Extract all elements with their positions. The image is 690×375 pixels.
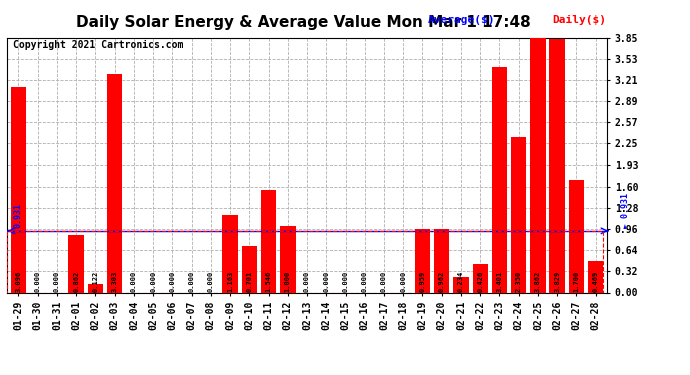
Text: 0.701: 0.701 <box>246 271 253 292</box>
Bar <box>492 67 507 292</box>
Text: 1.000: 1.000 <box>285 271 290 292</box>
Text: 3.862: 3.862 <box>535 271 541 292</box>
Bar <box>68 236 84 292</box>
Text: 1.700: 1.700 <box>573 271 580 292</box>
Bar <box>549 39 565 292</box>
Bar <box>473 264 488 292</box>
Text: 0.000: 0.000 <box>381 271 387 292</box>
Text: 0.000: 0.000 <box>169 271 175 292</box>
Text: 0.469: 0.469 <box>593 271 599 292</box>
Text: 3.303: 3.303 <box>112 271 118 292</box>
Bar <box>11 87 26 292</box>
Bar <box>453 277 469 292</box>
Bar <box>222 216 238 292</box>
Bar <box>280 226 295 292</box>
Text: 0.000: 0.000 <box>324 271 329 292</box>
Text: 3.829: 3.829 <box>554 271 560 292</box>
Text: 0.962: 0.962 <box>439 271 445 292</box>
Text: 0.000: 0.000 <box>131 271 137 292</box>
Text: ► 0.931: ► 0.931 <box>621 193 630 228</box>
Text: 0.959: 0.959 <box>420 271 426 292</box>
Text: 0.426: 0.426 <box>477 271 483 292</box>
Text: 0.000: 0.000 <box>400 271 406 292</box>
Text: 0.000: 0.000 <box>208 271 214 292</box>
Text: 2.350: 2.350 <box>515 271 522 292</box>
Bar <box>7 231 603 292</box>
Text: 0.000: 0.000 <box>304 271 310 292</box>
Text: 0.862: 0.862 <box>73 271 79 292</box>
Bar <box>511 137 526 292</box>
Text: 0.000: 0.000 <box>54 271 60 292</box>
Text: 1.163: 1.163 <box>227 271 233 292</box>
Text: 0.000: 0.000 <box>342 271 348 292</box>
Text: 3.401: 3.401 <box>496 271 502 292</box>
Text: 0.000: 0.000 <box>34 271 41 292</box>
Text: 0.931: 0.931 <box>14 203 23 228</box>
Text: 0.000: 0.000 <box>150 271 156 292</box>
Text: Daily($): Daily($) <box>552 15 606 25</box>
Text: Copyright 2021 Cartronics.com: Copyright 2021 Cartronics.com <box>13 40 184 50</box>
Text: 0.234: 0.234 <box>458 271 464 292</box>
Text: Average($): Average($) <box>428 15 495 25</box>
Bar <box>88 284 103 292</box>
Bar <box>107 74 122 292</box>
Text: Daily Solar Energy & Average Value Mon Mar 1 17:48: Daily Solar Energy & Average Value Mon M… <box>76 15 531 30</box>
Text: 0.000: 0.000 <box>188 271 195 292</box>
Text: 0.000: 0.000 <box>362 271 368 292</box>
Bar <box>261 190 276 292</box>
Bar <box>569 180 584 292</box>
Bar <box>415 229 430 292</box>
Text: 1.546: 1.546 <box>266 271 272 292</box>
Bar <box>434 229 449 292</box>
Text: 3.096: 3.096 <box>15 271 21 292</box>
Bar <box>241 246 257 292</box>
Bar <box>588 261 603 292</box>
Text: 0.122: 0.122 <box>92 271 99 292</box>
Bar <box>530 37 546 292</box>
